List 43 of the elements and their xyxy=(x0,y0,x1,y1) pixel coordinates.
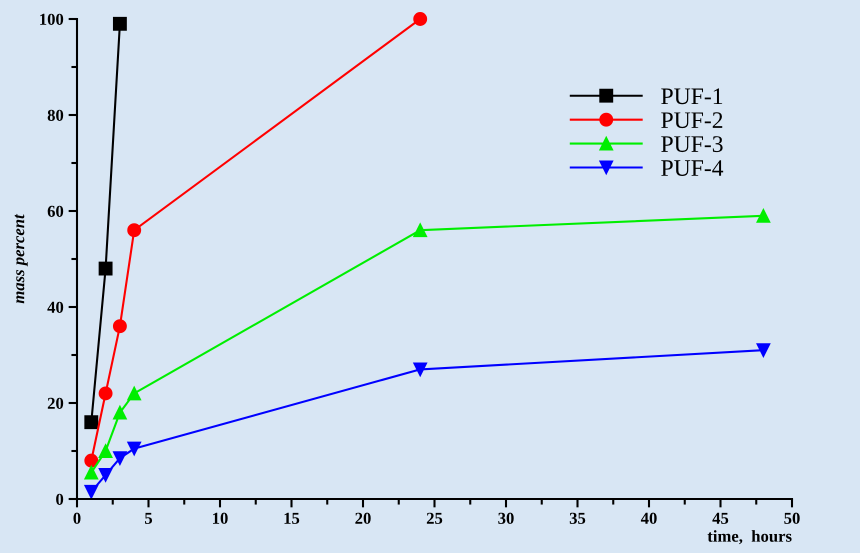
x-tick-label: 5 xyxy=(145,512,152,524)
y-tick-label: 0 xyxy=(56,494,64,505)
x-tick-label: 35 xyxy=(570,512,586,524)
x-tick-label: 25 xyxy=(426,512,442,524)
point xyxy=(413,362,428,376)
x-tick-label: 30 xyxy=(498,512,514,524)
point xyxy=(84,484,98,499)
x-tick-label: 0 xyxy=(73,512,81,524)
point xyxy=(98,386,113,400)
point xyxy=(756,343,770,358)
x-tick-label: 20 xyxy=(355,512,371,524)
legend-label: PUF-1 xyxy=(661,88,722,104)
x-tick-label: 50 xyxy=(784,512,800,524)
point xyxy=(112,451,127,466)
x-tick-label: 45 xyxy=(712,512,728,524)
legend-label: PUF-3 xyxy=(661,136,723,152)
point xyxy=(127,386,142,400)
point xyxy=(112,406,127,420)
x-axis-title: time, hours xyxy=(708,530,792,544)
x-tick-label: 15 xyxy=(284,512,300,524)
point xyxy=(98,468,113,482)
point xyxy=(413,223,428,238)
point xyxy=(84,454,98,468)
point xyxy=(84,466,98,480)
legend-label: PUF-4 xyxy=(661,160,724,176)
point xyxy=(127,223,142,238)
y-tick-label: 100 xyxy=(40,14,64,25)
legend-label: PUF-2 xyxy=(661,112,722,128)
point xyxy=(98,262,113,276)
x-tick-label: 10 xyxy=(213,512,228,524)
x-tick-label: 40 xyxy=(640,512,657,524)
y-axis-title: mass percent xyxy=(14,214,28,304)
point xyxy=(413,12,428,26)
point xyxy=(756,208,770,223)
point xyxy=(127,442,142,456)
y-tick-label: 40 xyxy=(47,302,64,313)
y-tick-label: 80 xyxy=(48,110,64,121)
point xyxy=(112,16,127,31)
point xyxy=(112,319,127,334)
y-tick-label: 20 xyxy=(48,398,64,409)
point xyxy=(84,415,98,430)
point xyxy=(98,444,113,458)
y-tick-label: 60 xyxy=(48,206,64,217)
